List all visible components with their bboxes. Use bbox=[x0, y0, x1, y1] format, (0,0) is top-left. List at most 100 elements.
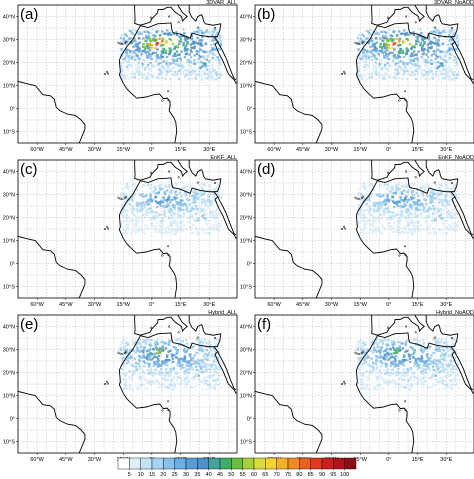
dust-cell bbox=[161, 55, 165, 59]
dust-cell bbox=[393, 57, 396, 60]
dust-cell bbox=[216, 377, 220, 380]
dust-cell bbox=[372, 69, 376, 73]
dust-cell bbox=[220, 373, 223, 376]
dust-cell bbox=[209, 387, 212, 390]
dust-cell bbox=[212, 224, 216, 227]
dust-cell bbox=[447, 353, 451, 356]
dust-cell bbox=[390, 363, 394, 366]
dust-cell bbox=[169, 62, 172, 65]
dust-cell bbox=[380, 30, 383, 33]
dust-cell bbox=[419, 71, 423, 74]
dust-cell bbox=[456, 73, 459, 76]
dust-cell bbox=[172, 61, 175, 65]
dust-cell bbox=[195, 30, 199, 33]
dust-cell bbox=[193, 218, 197, 221]
dust-cell bbox=[193, 354, 196, 357]
dust-cell bbox=[437, 78, 441, 81]
dust-cell bbox=[357, 343, 360, 346]
dust-cell bbox=[173, 213, 176, 216]
coastline bbox=[425, 5, 458, 26]
island bbox=[361, 195, 364, 198]
dust-cell bbox=[402, 361, 405, 364]
dust-cell bbox=[165, 62, 168, 65]
dust-cell bbox=[373, 46, 377, 50]
dust-cell bbox=[157, 201, 161, 204]
dust-cell bbox=[363, 220, 366, 223]
dust-cell bbox=[395, 66, 398, 69]
dust-cell bbox=[454, 338, 457, 341]
dust-cell bbox=[198, 54, 201, 57]
dust-cell bbox=[189, 56, 193, 59]
dust-cell bbox=[439, 340, 442, 343]
dust-cell bbox=[215, 74, 219, 77]
dust-cell bbox=[126, 223, 129, 227]
dust-cell bbox=[204, 201, 208, 204]
dust-cell bbox=[406, 62, 409, 65]
island bbox=[354, 41, 357, 44]
dust-cell bbox=[363, 209, 367, 212]
dust-cell bbox=[120, 369, 123, 372]
coastline bbox=[18, 80, 86, 143]
dust-cell bbox=[210, 228, 214, 232]
dust-cell bbox=[136, 386, 139, 389]
dust-cell bbox=[360, 364, 363, 367]
dust-cell bbox=[121, 233, 124, 236]
dust-cell bbox=[440, 57, 443, 60]
dust-cell bbox=[170, 379, 173, 382]
island bbox=[117, 196, 120, 199]
dust-cell bbox=[414, 215, 417, 218]
dust-cell bbox=[214, 28, 218, 32]
dust-cell bbox=[409, 229, 412, 232]
dust-cell bbox=[362, 195, 366, 198]
dust-cell bbox=[389, 217, 392, 220]
dust-cell bbox=[405, 31, 408, 34]
dust-cell bbox=[143, 356, 146, 359]
dust-cell bbox=[385, 56, 389, 60]
dust-cell bbox=[195, 351, 198, 354]
dust-cell bbox=[135, 369, 139, 372]
dust-cell bbox=[157, 359, 160, 363]
dust-cell bbox=[122, 37, 126, 40]
dust-cell bbox=[389, 357, 392, 360]
dust-cell bbox=[165, 226, 168, 230]
dust-cell bbox=[455, 382, 459, 385]
dust-cell bbox=[149, 222, 153, 225]
dust-cell bbox=[417, 50, 420, 53]
dust-cell bbox=[415, 214, 418, 217]
colorbar-label: 35 bbox=[194, 472, 200, 478]
dust-cell bbox=[137, 68, 141, 71]
dust-cell bbox=[174, 196, 178, 200]
dust-cell bbox=[214, 351, 218, 354]
dust-cell bbox=[359, 208, 362, 211]
dust-cell bbox=[190, 70, 194, 73]
dust-cell bbox=[376, 346, 380, 349]
dust-cell bbox=[399, 47, 403, 51]
dust-cell bbox=[199, 56, 202, 59]
dust-cell bbox=[212, 31, 215, 34]
dust-cell bbox=[175, 352, 178, 355]
dust-cell bbox=[152, 357, 155, 360]
dust-cell bbox=[183, 32, 186, 35]
lon-label: 15°W bbox=[116, 302, 130, 308]
dust-cell bbox=[146, 381, 149, 384]
dust-cell bbox=[174, 233, 177, 236]
dust-cell bbox=[408, 355, 411, 358]
dust-cell bbox=[186, 361, 189, 364]
coastline bbox=[140, 177, 237, 239]
island bbox=[105, 225, 108, 228]
dust-cell bbox=[376, 387, 379, 391]
dust-cell bbox=[134, 53, 138, 56]
dust-cell bbox=[130, 65, 134, 68]
dust-cell bbox=[380, 46, 384, 49]
dust-cell bbox=[425, 363, 429, 367]
dust-cell bbox=[187, 61, 191, 64]
dust-cell bbox=[412, 230, 415, 233]
colorbar-box bbox=[185, 457, 198, 470]
dust-cell bbox=[124, 367, 127, 370]
dust-cell bbox=[409, 214, 413, 217]
dust-cell bbox=[139, 384, 142, 387]
dust-cell bbox=[150, 353, 153, 357]
dust-cell bbox=[165, 354, 169, 357]
dust-cell bbox=[442, 349, 445, 352]
dust-cell bbox=[205, 222, 209, 226]
